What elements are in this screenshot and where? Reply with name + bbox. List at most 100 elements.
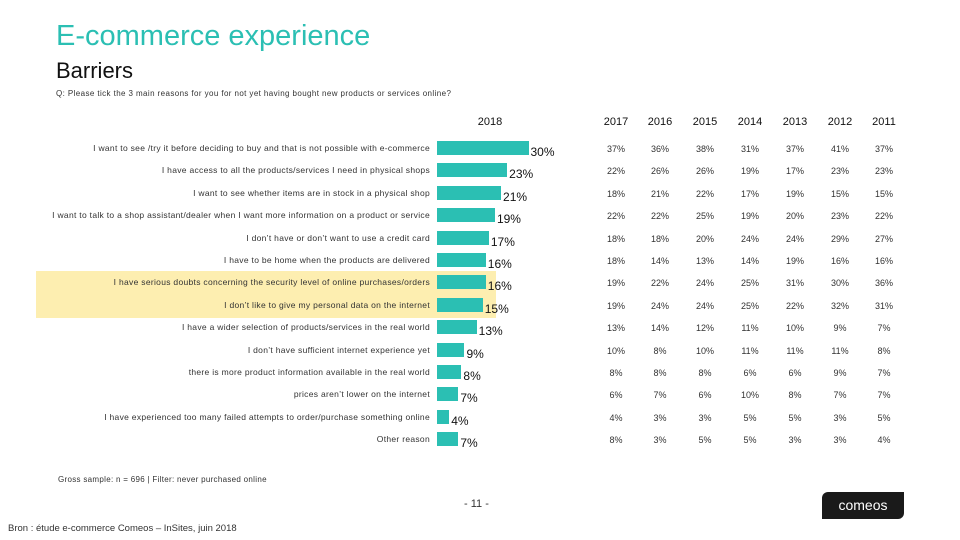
history-cell: 24% [740,233,759,244]
history-cell: 17% [740,188,759,199]
history-cell: 22% [650,278,669,289]
history-cell: 31% [785,278,804,289]
history-cell: 5% [788,412,802,423]
history-cell: 6% [698,390,712,401]
history-cell: 36% [650,144,669,154]
history-cell: 7% [877,368,891,378]
history-cell: 19% [785,188,804,199]
bar-value-label: 30% [530,145,555,159]
bar-value-label: 23% [509,167,534,182]
history-cell: 7% [653,390,667,401]
history-cell: 41% [830,144,849,154]
history-cell: 25% [695,211,714,222]
history-cell: 22% [695,188,714,199]
history-cell: 8% [609,435,623,446]
history-cell: 26% [650,166,669,177]
history-cell: 18% [606,233,625,244]
bar-value-label: 4% [451,413,469,428]
history-cell: 24% [650,300,669,311]
history-cell: 27% [874,233,893,244]
history-cell: 16% [874,256,893,266]
year-header: 2014 [737,116,763,128]
category-label: I want to see /try it before deciding to… [93,143,430,153]
bar-value-label: 17% [490,234,515,249]
history-cell: 11% [741,323,759,334]
history-cell: 23% [874,166,893,177]
bar [437,230,489,245]
category-label: Other reason [376,434,430,445]
history-cell: 24% [695,278,714,289]
survey-question: Q: Please tick the 3 main reasons for yo… [56,89,452,98]
page-title: E-commerce experience [56,20,371,52]
history-cell: 24% [695,300,714,311]
history-cell: 22% [606,211,625,222]
history-cell: 15% [830,188,849,199]
sample-note: Gross sample: n = 696 | Filter: never pu… [58,475,267,484]
history-cell: 3% [833,412,847,423]
category-label: I have serious doubts concerning the sec… [113,277,430,288]
history-cell: 7% [877,323,891,334]
bar [437,275,486,290]
history-cell: 19% [606,300,625,311]
bar-value-label: 8% [463,369,481,383]
bar [437,320,477,335]
history-cell: 19% [740,166,759,177]
history-cell: 5% [743,435,757,446]
history-cell: 6% [743,368,757,378]
history-cell: 18% [606,256,625,266]
history-cell: 37% [785,144,804,154]
history-cell: 18% [650,233,669,244]
history-cell: 38% [695,144,714,154]
history-cell: 8% [788,390,802,401]
bar [437,185,502,200]
history-cell: 26% [695,166,714,177]
bar-value-label: 15% [484,301,509,316]
history-cell: 3% [833,435,847,446]
bar [437,297,483,312]
history-cell: 4% [877,435,891,446]
bar [437,409,450,424]
bar [437,432,459,447]
comeos-logo: comeos [822,492,904,519]
category-label: I have to be home when the products are … [223,255,430,265]
page-number: - 11 - [464,498,489,510]
history-cell: 11% [831,345,849,356]
category-label: there is more product information availa… [188,367,430,377]
history-cell: 3% [653,435,667,446]
history-cell: 15% [874,188,893,199]
category-label: I have experienced too many failed attem… [104,411,430,422]
history-cell: 16% [830,256,849,266]
history-cell: 19% [785,256,804,266]
history-cell: 5% [698,435,712,446]
history-cell: 8% [877,345,891,356]
history-cell: 8% [653,368,667,378]
history-cell: 17% [785,166,804,177]
history-cell: 6% [788,368,802,378]
category-label: prices aren’t lower on the internet [293,389,430,400]
history-cell: 8% [653,345,667,356]
year-header: 2011 [872,116,896,128]
history-cell: 13% [606,323,625,334]
year-header-current: 2018 [477,116,503,128]
bar-value-label: 7% [460,391,478,406]
category-label: I want to talk to a shop assistant/deale… [52,210,430,221]
history-cell: 10% [695,345,714,356]
bar [437,141,529,155]
history-cell: 22% [785,300,804,311]
history-cell: 20% [695,233,714,244]
year-header: 2012 [827,116,853,128]
history-cell: 10% [740,390,759,401]
year-header: 2017 [603,116,629,128]
bar-value-label: 21% [503,189,528,204]
history-cell: 9% [833,323,847,334]
bar-value-label: 16% [487,257,512,271]
bar [437,365,462,379]
bar-value-label: 19% [496,212,521,227]
category-label: I don’t have sufficient internet experie… [247,344,430,355]
history-cell: 3% [698,412,712,423]
category-label: I have access to all the products/servic… [161,165,430,176]
history-cell: 22% [874,211,893,222]
year-header: 2015 [692,116,718,128]
history-cell: 4% [609,412,623,423]
history-cell: 8% [698,368,712,378]
